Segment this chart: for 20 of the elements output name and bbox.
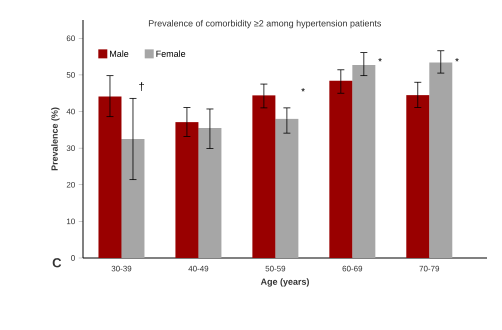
legend-label: Male	[110, 50, 128, 57]
bar	[406, 95, 430, 258]
bar	[121, 139, 144, 258]
annotation: *	[301, 88, 305, 92]
bar	[275, 118, 298, 258]
legend-label: Female	[156, 50, 186, 57]
bar	[98, 96, 122, 258]
annotation: *	[378, 58, 382, 62]
annotation: †	[139, 82, 144, 91]
bar	[198, 128, 222, 258]
bar	[175, 122, 198, 258]
y-axis-title: Prevalence (%)	[51, 108, 60, 170]
text: C	[52, 258, 62, 268]
chart-title: Prevalence of comorbidity ≥2 among hypertension patients	[148, 20, 382, 28]
annotation: *	[455, 58, 459, 62]
x-axis-title: Age (years)	[260, 278, 309, 287]
bar	[352, 65, 376, 258]
bar	[329, 80, 352, 258]
bar	[252, 95, 276, 258]
bar	[429, 62, 452, 258]
